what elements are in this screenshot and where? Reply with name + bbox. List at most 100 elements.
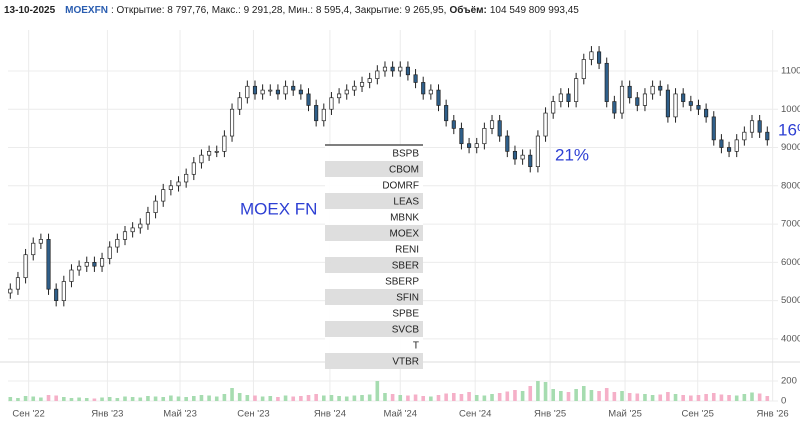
volume-bar bbox=[153, 396, 158, 401]
volume-bar bbox=[69, 398, 74, 401]
candle-body bbox=[405, 66, 410, 76]
component-row bbox=[325, 321, 423, 337]
candle-body bbox=[749, 120, 755, 133]
volume-bar bbox=[276, 397, 280, 401]
candle-body bbox=[474, 143, 479, 148]
header: 13-10-2025 MOEXFN: Открытие: 8 797,76, Ма… bbox=[4, 4, 579, 16]
candle-body bbox=[589, 51, 594, 60]
volume-bar bbox=[367, 394, 372, 401]
candle-body bbox=[122, 231, 128, 240]
candle-body bbox=[467, 143, 472, 148]
candle-body bbox=[451, 120, 456, 129]
volume-bar bbox=[146, 396, 150, 401]
candle-body bbox=[642, 93, 648, 106]
volume-bar bbox=[306, 395, 311, 401]
candle-body bbox=[727, 147, 732, 152]
candle-body bbox=[367, 78, 372, 83]
candle-body bbox=[344, 89, 349, 95]
volume-bar bbox=[689, 395, 693, 401]
candle-body bbox=[742, 131, 747, 141]
candle-layer bbox=[8, 46, 770, 307]
volume-bar bbox=[413, 394, 418, 401]
volume-bar bbox=[39, 397, 43, 401]
y-tick-label: 6000 bbox=[781, 257, 800, 268]
candle-body bbox=[168, 185, 173, 190]
volume-bar bbox=[337, 396, 341, 401]
candle-body bbox=[436, 89, 441, 106]
volume-bar bbox=[734, 395, 739, 401]
candle-body bbox=[61, 281, 66, 301]
volume-bar bbox=[536, 381, 540, 401]
component-name: SFIN bbox=[396, 293, 419, 304]
candle-body bbox=[627, 85, 632, 99]
volume-bar bbox=[222, 394, 227, 401]
volume-bar bbox=[130, 397, 135, 401]
candle-body bbox=[77, 265, 82, 271]
candle-body bbox=[107, 246, 112, 259]
volume-bar bbox=[559, 391, 563, 401]
volume-bar bbox=[237, 393, 242, 401]
candle-body bbox=[551, 101, 556, 114]
volume-bar bbox=[650, 395, 655, 401]
candle-body bbox=[214, 150, 219, 153]
candle-body bbox=[665, 89, 670, 118]
volume-bar bbox=[490, 394, 494, 401]
candle-body bbox=[658, 85, 663, 91]
candle-body bbox=[359, 82, 365, 87]
volume-bar bbox=[482, 395, 487, 401]
volume-bar bbox=[390, 394, 395, 401]
candle-body bbox=[145, 212, 150, 225]
volume-bar bbox=[62, 397, 66, 401]
candle-body bbox=[650, 85, 655, 95]
volume-bar bbox=[666, 392, 670, 401]
volume-bar bbox=[681, 395, 685, 401]
candle-body bbox=[245, 85, 250, 99]
volume-tick-label: 0 bbox=[781, 396, 786, 407]
volume-bar bbox=[283, 395, 288, 401]
candle-body bbox=[100, 258, 105, 267]
candle-body bbox=[505, 135, 510, 152]
volume-bar bbox=[321, 395, 326, 401]
candle-body bbox=[528, 154, 533, 168]
candle-body bbox=[574, 78, 579, 102]
candle-body bbox=[619, 85, 625, 114]
volume-bar bbox=[467, 392, 471, 401]
volume-bar bbox=[742, 394, 747, 401]
candle-body bbox=[375, 70, 380, 79]
volume-bar bbox=[620, 391, 624, 401]
volume-bar bbox=[115, 398, 120, 401]
candle-body bbox=[115, 239, 120, 248]
volume-layer bbox=[8, 381, 770, 401]
volume-bar bbox=[750, 392, 754, 401]
component-row bbox=[325, 177, 423, 193]
volume-bar bbox=[719, 394, 724, 401]
volume-bar bbox=[513, 390, 517, 401]
candle-body bbox=[306, 93, 311, 106]
volume-bar bbox=[704, 394, 708, 401]
candle-body bbox=[130, 227, 135, 233]
volume-bar bbox=[635, 393, 640, 401]
component-name: DOMRF bbox=[382, 181, 419, 192]
candle-body bbox=[161, 189, 166, 202]
volume-bar bbox=[84, 398, 89, 401]
volume-bar bbox=[184, 397, 188, 401]
component-name: SPBE bbox=[392, 309, 419, 320]
volume-bar bbox=[711, 393, 716, 401]
volume-bar bbox=[589, 390, 594, 401]
candle-body bbox=[398, 66, 403, 72]
volume-bar bbox=[673, 394, 678, 401]
volume-bar bbox=[727, 395, 731, 401]
candle-body bbox=[390, 66, 395, 72]
volume-bar bbox=[207, 395, 211, 401]
candle-body bbox=[566, 93, 571, 102]
candle-body bbox=[704, 108, 709, 118]
component-name: RENI bbox=[395, 245, 419, 256]
x-tick-label: Янв '23 bbox=[91, 409, 123, 420]
candle-body bbox=[275, 89, 280, 95]
component-row bbox=[325, 257, 423, 273]
volume-bar bbox=[551, 389, 555, 401]
volume-bar bbox=[192, 396, 196, 401]
candle-body bbox=[413, 74, 418, 83]
candle-body bbox=[69, 269, 74, 282]
